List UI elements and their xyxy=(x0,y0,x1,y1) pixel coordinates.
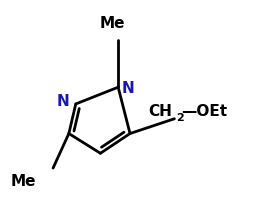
Text: 2: 2 xyxy=(176,112,184,122)
Text: Me: Me xyxy=(11,174,36,188)
Text: N: N xyxy=(122,80,135,95)
Text: CH: CH xyxy=(148,104,172,119)
Text: Me: Me xyxy=(99,16,125,31)
Text: —OEt: —OEt xyxy=(181,104,227,119)
Text: N: N xyxy=(57,94,69,109)
